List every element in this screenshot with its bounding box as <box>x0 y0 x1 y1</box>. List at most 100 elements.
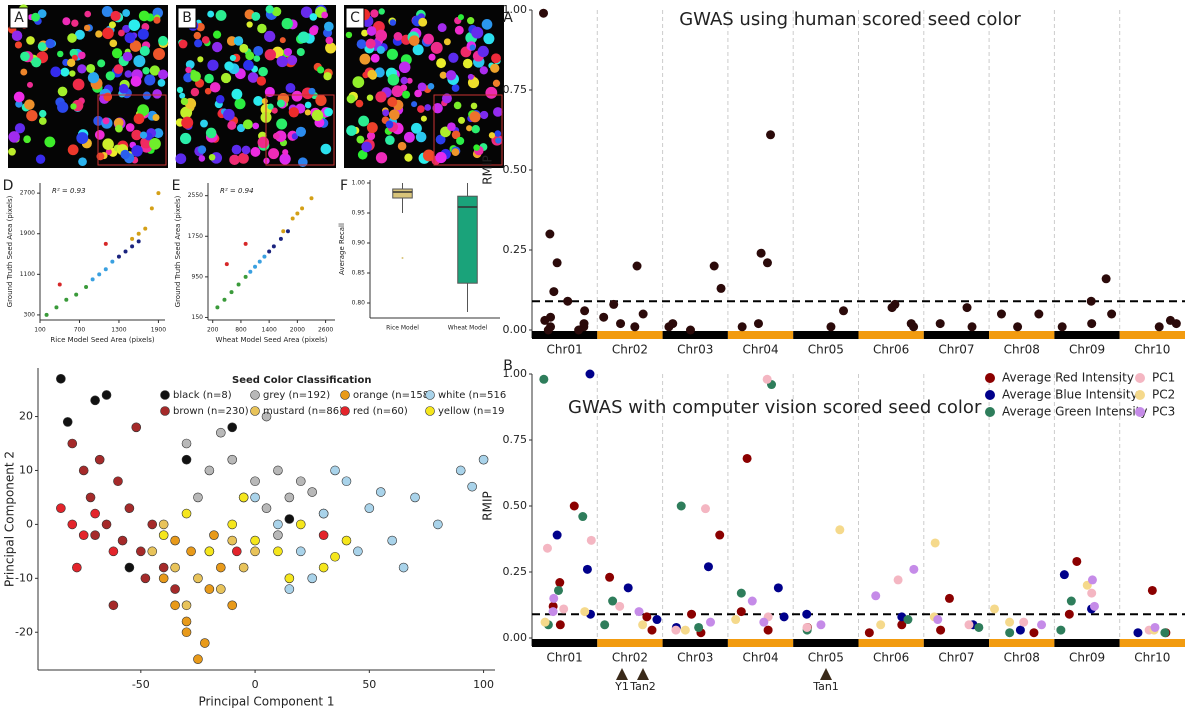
point <box>962 303 972 313</box>
point <box>113 476 123 487</box>
point <box>257 259 262 264</box>
point <box>101 390 112 400</box>
point <box>539 374 549 384</box>
point <box>267 249 272 254</box>
point <box>353 546 363 557</box>
seed-blob <box>325 42 337 54</box>
seed-blob <box>23 135 31 144</box>
point <box>737 322 747 332</box>
seed-blob <box>493 107 503 117</box>
panel-label: A <box>14 10 24 26</box>
point <box>935 319 945 329</box>
point <box>876 620 886 630</box>
seed-blob <box>78 157 87 167</box>
seed-blob <box>271 6 282 17</box>
seed-blob <box>397 141 407 151</box>
seed-blob <box>323 21 334 32</box>
seed-blob <box>297 31 310 43</box>
seed-blob <box>411 101 418 108</box>
seed-blob <box>131 145 143 157</box>
seed-blob <box>479 66 488 75</box>
seed-blob <box>220 72 232 84</box>
seed-blob <box>253 55 261 62</box>
point <box>664 322 674 332</box>
seed-blob <box>457 14 464 21</box>
seed-blob <box>403 131 415 143</box>
gene-label: Tan2 <box>629 680 656 693</box>
point <box>1005 628 1015 638</box>
seed-blob <box>361 141 372 153</box>
legend-swatch <box>425 406 435 416</box>
seed-blob <box>469 44 476 51</box>
seed-blob <box>153 16 161 24</box>
point <box>261 411 272 422</box>
point <box>278 236 283 241</box>
point <box>170 562 180 573</box>
point <box>110 259 115 264</box>
legend-label: PC3 <box>1152 405 1175 419</box>
seed-blob <box>345 31 353 39</box>
seed-blob <box>212 30 222 39</box>
y-axis-title: RMIP <box>481 155 495 184</box>
point <box>271 244 276 249</box>
point <box>1037 620 1047 630</box>
seed-blob <box>105 71 115 81</box>
x-tick-label: Chr06 <box>873 343 909 357</box>
y-tick-label: 20 <box>19 410 33 423</box>
seed-blob <box>45 38 55 49</box>
point <box>676 501 686 511</box>
seed-blob <box>197 145 207 154</box>
seed-blob <box>122 9 131 17</box>
seed-blob <box>142 91 151 100</box>
seed-blob <box>375 29 388 42</box>
legend-swatch <box>985 373 995 383</box>
point <box>753 319 763 329</box>
point <box>341 535 352 546</box>
x-axis-title: Wheat Model Seed Area (pixels) <box>216 336 328 344</box>
point <box>330 465 340 476</box>
point <box>261 503 272 514</box>
seed-blob <box>207 10 215 18</box>
seed-blob <box>113 117 124 128</box>
seed-blob <box>196 22 205 32</box>
outlier <box>401 257 404 259</box>
panel-label: A <box>503 10 513 26</box>
gene-label: Tan1 <box>812 680 839 693</box>
seed-blob <box>490 63 500 73</box>
seed-blob <box>102 27 114 40</box>
point <box>90 530 100 540</box>
seed-blob <box>366 131 376 141</box>
point <box>759 617 769 627</box>
legend-label: grey (n=192) <box>263 390 330 401</box>
point <box>273 530 283 540</box>
x-tick-label: 700 <box>74 327 86 334</box>
point <box>974 622 984 632</box>
seed-blob <box>389 19 397 26</box>
gene-marker <box>637 668 649 680</box>
seed-blob <box>485 86 498 99</box>
seed-blob <box>137 28 149 40</box>
y-tick-label: 1750 <box>188 233 203 240</box>
point <box>215 305 220 310</box>
point <box>300 206 305 211</box>
seed-blob <box>118 29 125 37</box>
seed-blob <box>276 118 288 130</box>
point <box>136 231 141 236</box>
point <box>909 564 919 574</box>
seed-blob <box>375 91 387 103</box>
point <box>467 481 477 492</box>
seed-blob <box>108 21 116 29</box>
point <box>553 585 563 595</box>
point <box>609 299 619 309</box>
x-tick-label: Chr08 <box>1004 343 1040 357</box>
panel-label: F <box>340 178 348 194</box>
x-tick-label: Chr05 <box>808 343 844 357</box>
point <box>136 239 141 244</box>
point <box>231 546 242 557</box>
panel-label: C <box>350 10 360 26</box>
point <box>147 546 158 557</box>
point <box>124 503 135 514</box>
point <box>156 191 161 196</box>
point <box>193 573 203 584</box>
x-tick-label: 50 <box>362 678 376 691</box>
